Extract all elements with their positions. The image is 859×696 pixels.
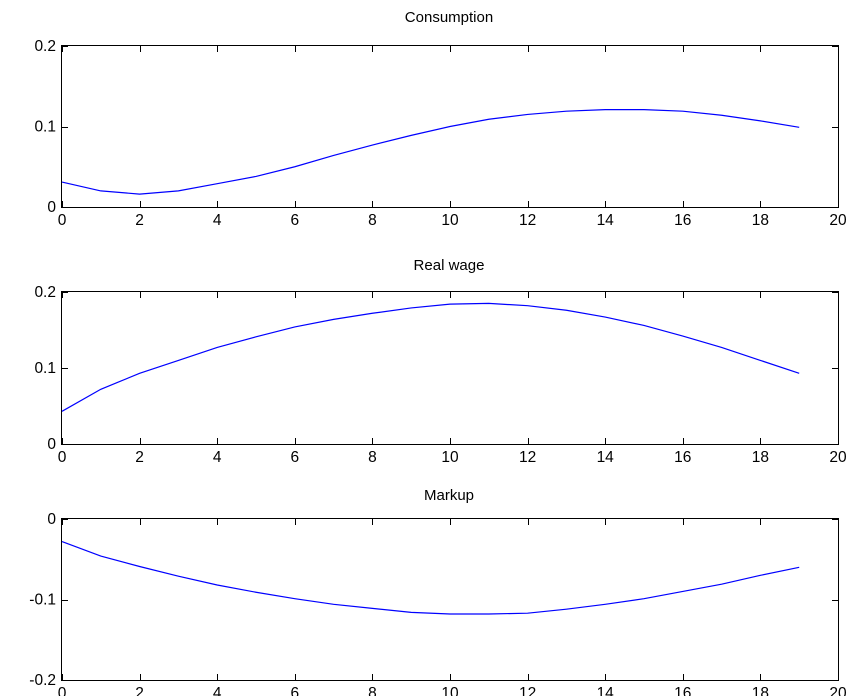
x-tick-label: 12 xyxy=(519,449,536,466)
x-tick-label: 2 xyxy=(135,449,144,466)
x-tick-label: 14 xyxy=(597,685,615,696)
series-line xyxy=(61,302,800,412)
axes-marks: 0 2 4 6 8 10 12 14 16 18 20 -0.2 -0.1 0 xyxy=(29,511,847,696)
series-line xyxy=(61,108,800,195)
y-tick-label: 0 xyxy=(47,511,56,528)
x-tick-label: 20 xyxy=(829,449,847,466)
x-tick-label: 12 xyxy=(519,685,536,696)
subplot-title: Real wage xyxy=(414,257,485,274)
subplot-markup: Markup 0 2 4 6 8 10 12 14 16 18 20 -0.2 -0.1 0 xyxy=(29,487,847,696)
x-tick-label: 20 xyxy=(829,212,847,229)
x-tick-label: 0 xyxy=(58,685,67,696)
x-tick-label: 4 xyxy=(213,212,222,229)
x-tick-label: 10 xyxy=(441,685,459,696)
x-tick-label: 12 xyxy=(519,212,536,229)
x-tick-label: 20 xyxy=(829,685,847,696)
x-tick-label: 0 xyxy=(58,212,67,229)
subplot-real-wage: Real wage 0 2 4 6 8 10 12 14 16 18 20 0 0.1 0.2 xyxy=(34,257,847,466)
x-tick-label: 8 xyxy=(368,685,377,696)
y-tick-label: 0.2 xyxy=(34,38,56,55)
x-tick-label: 18 xyxy=(752,212,769,229)
axes-marks: 0 2 4 6 8 10 12 14 16 18 20 0 0.1 0.2 xyxy=(34,38,847,229)
x-tick-label: 14 xyxy=(597,449,615,466)
axes-box xyxy=(61,291,839,445)
y-tick-label: 0 xyxy=(47,436,56,453)
x-tick-label: 0 xyxy=(58,449,67,466)
y-tick-label: 0.2 xyxy=(34,284,56,301)
x-tick-label: 8 xyxy=(368,449,377,466)
x-tick-label: 4 xyxy=(213,685,222,696)
y-tick-label: -0.2 xyxy=(29,672,56,689)
y-tick-label: -0.1 xyxy=(29,592,56,609)
x-tick-label: 16 xyxy=(674,449,691,466)
x-tick-label: 4 xyxy=(213,449,222,466)
axes-marks: 0 2 4 6 8 10 12 14 16 18 20 0 0.1 0.2 xyxy=(34,284,847,466)
x-tick-label: 6 xyxy=(290,449,299,466)
x-tick-label: 14 xyxy=(597,212,615,229)
axes-box xyxy=(61,518,839,681)
subplot-consumption: Consumption 0 2 4 6 8 10 12 14 16 18 20 0 0.1 0.2 xyxy=(34,9,847,229)
y-tick-label: 0 xyxy=(47,199,56,216)
x-tick-label: 6 xyxy=(290,212,299,229)
x-tick-label: 8 xyxy=(368,212,377,229)
x-tick-label: 10 xyxy=(441,212,459,229)
y-tick-label: 0.1 xyxy=(34,119,56,136)
x-tick-label: 16 xyxy=(674,212,691,229)
x-tick-label: 2 xyxy=(135,212,144,229)
y-tick-label: 0.1 xyxy=(34,360,56,377)
subplot-title: Markup xyxy=(424,487,474,504)
subplot-title: Consumption xyxy=(405,9,493,26)
x-tick-label: 18 xyxy=(752,449,769,466)
x-tick-label: 6 xyxy=(290,685,299,696)
x-tick-label: 10 xyxy=(441,449,459,466)
x-tick-label: 16 xyxy=(674,685,691,696)
x-tick-label: 18 xyxy=(752,685,769,696)
series-line xyxy=(61,540,800,615)
x-tick-label: 2 xyxy=(135,685,144,696)
